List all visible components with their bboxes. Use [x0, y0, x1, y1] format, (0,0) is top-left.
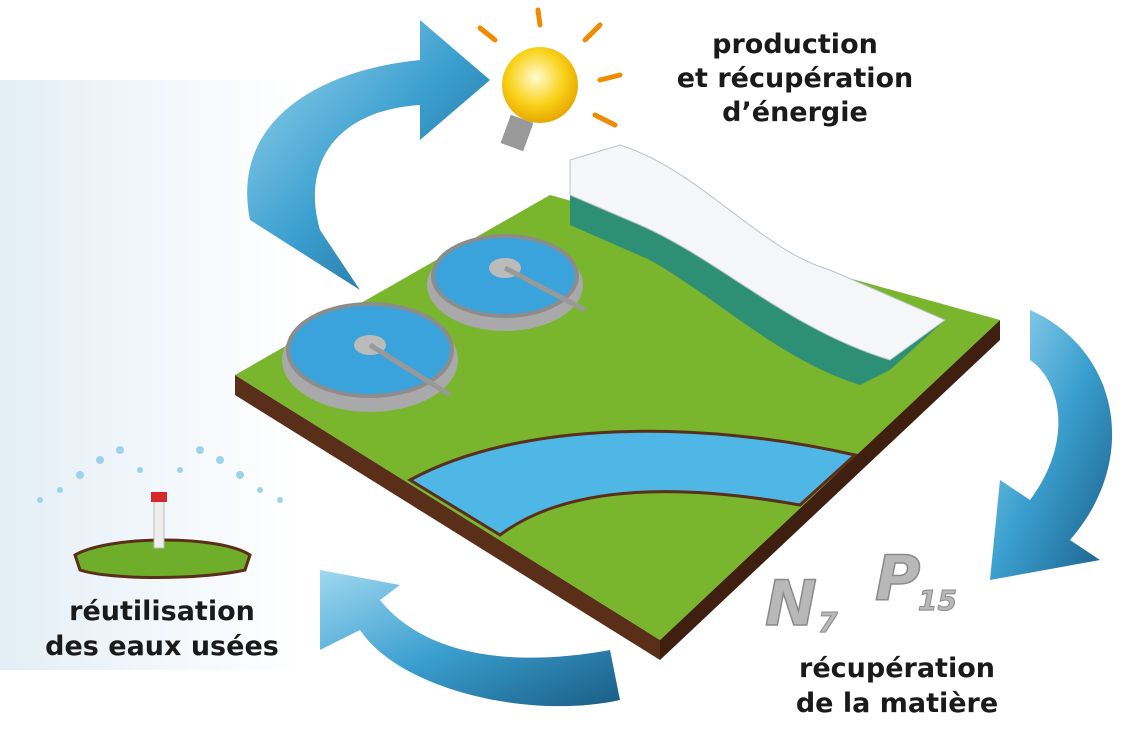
cycle-arrow: [247, 20, 490, 290]
water-drops: [37, 446, 283, 503]
element-symbol: P: [875, 542, 920, 615]
label-line: production: [712, 29, 878, 60]
platform-edge: [660, 320, 1000, 660]
tank-bridge: [503, 265, 587, 313]
platform-edge: [235, 375, 660, 660]
sprinkler: [153, 499, 165, 549]
element-symbol: N: [765, 567, 817, 640]
tank-bridge: [368, 342, 452, 398]
element-number: 15: [918, 584, 957, 617]
cycle-arrow: [990, 310, 1113, 580]
label-line: de la matière: [796, 688, 998, 719]
sprinkler-head: [151, 492, 167, 502]
lawn: [73, 538, 252, 579]
label-line: des eaux usées: [45, 631, 279, 662]
label-line: réutilisation: [69, 596, 255, 627]
light-rays: [477, 7, 623, 128]
label-line: récupération: [799, 653, 995, 684]
element-number: 7: [818, 606, 838, 639]
label-line: et récupération: [677, 63, 914, 94]
building-roof: [569, 144, 947, 361]
label-line: d’énergie: [722, 97, 868, 128]
lightbulb: [502, 47, 578, 123]
cycle-arrow: [320, 570, 620, 707]
lightbulb-base: [500, 114, 534, 152]
river: [407, 429, 859, 537]
